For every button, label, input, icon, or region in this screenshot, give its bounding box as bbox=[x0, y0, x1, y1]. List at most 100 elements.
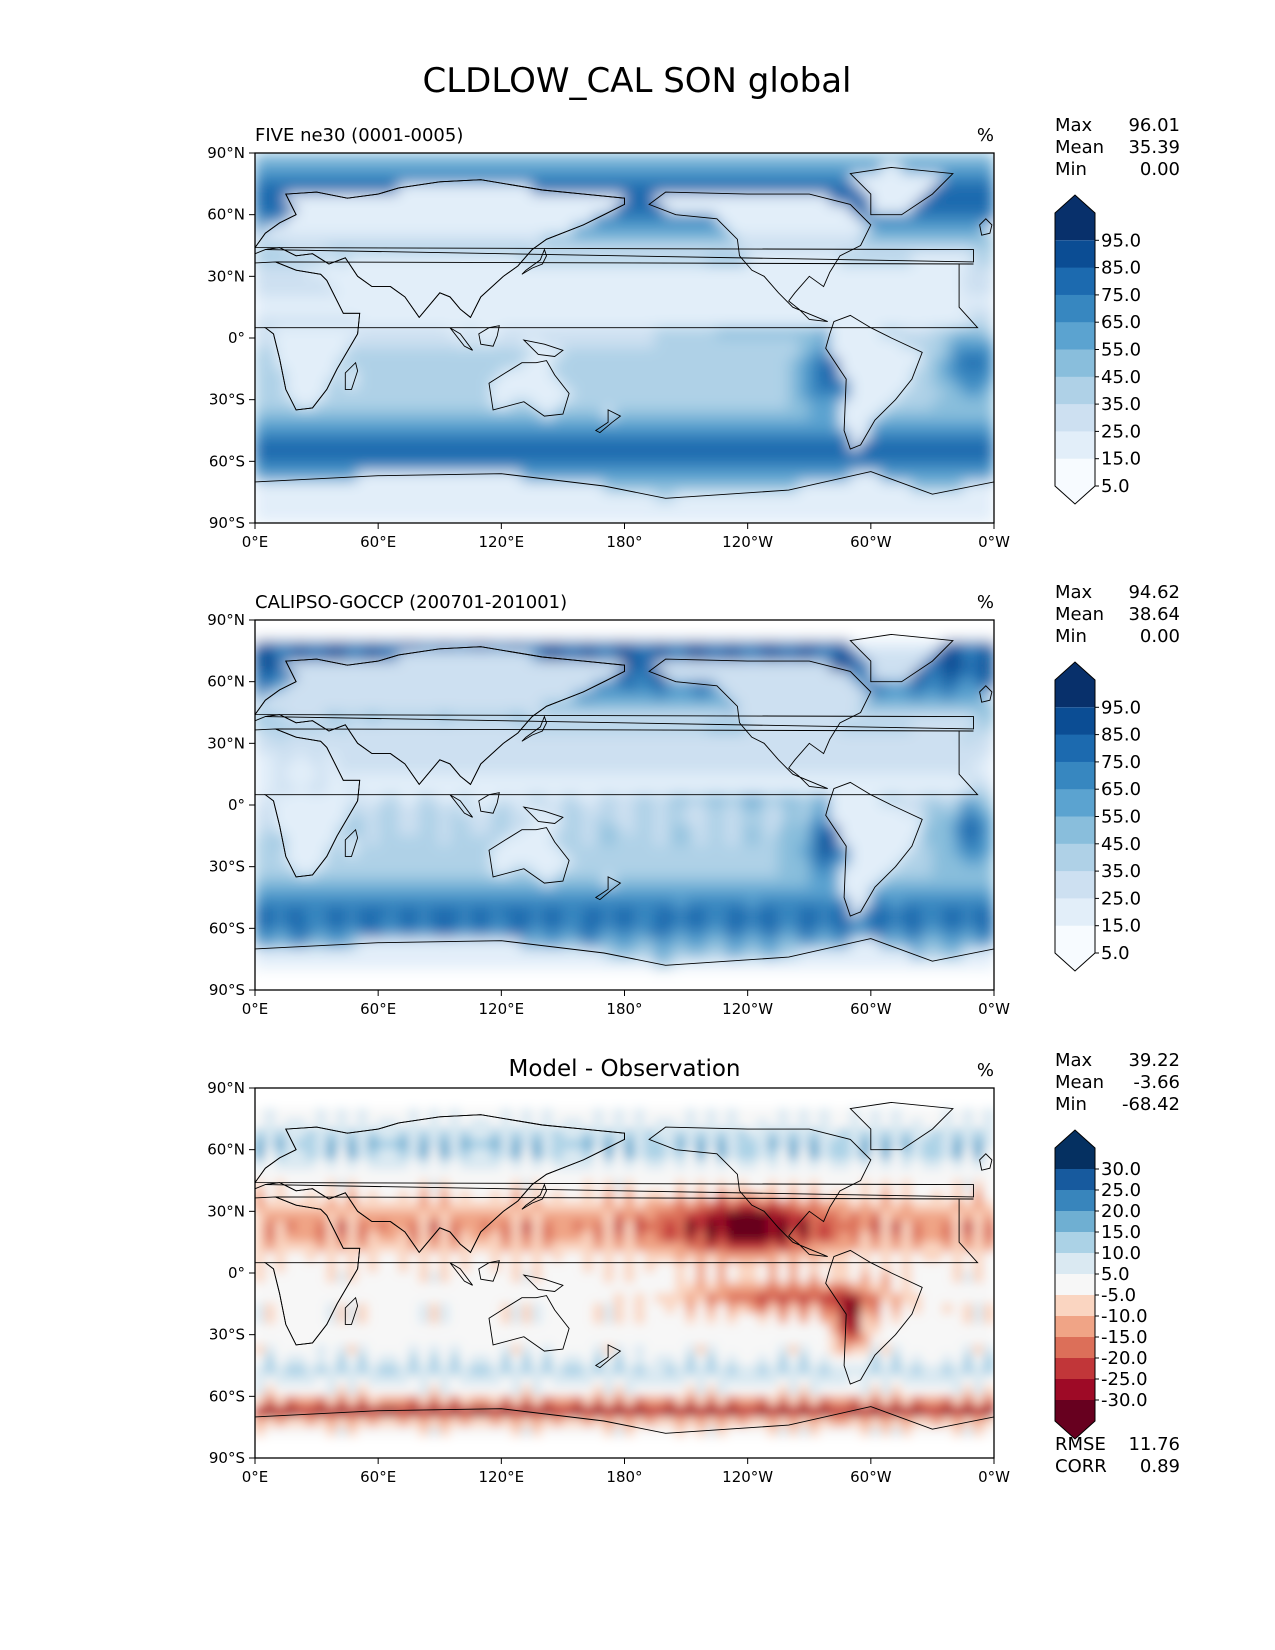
field-cell bbox=[983, 732, 994, 744]
field-cell bbox=[901, 835, 913, 847]
field-cell bbox=[285, 327, 297, 339]
field-cell bbox=[973, 368, 985, 380]
field-cell bbox=[849, 897, 862, 909]
field-cell bbox=[336, 173, 348, 185]
field-cell bbox=[552, 742, 564, 755]
field-cell bbox=[931, 927, 944, 940]
field-cell bbox=[511, 162, 523, 175]
field-cell bbox=[449, 938, 461, 950]
field-cell bbox=[829, 629, 841, 642]
field-cell bbox=[654, 430, 667, 442]
field-cell bbox=[849, 265, 862, 277]
field-cell bbox=[921, 742, 933, 755]
field-cell bbox=[634, 712, 646, 724]
field-cell bbox=[819, 732, 831, 744]
field-cell bbox=[336, 938, 348, 950]
field-cell bbox=[275, 440, 287, 452]
field-cell bbox=[275, 316, 287, 329]
field-cell bbox=[634, 927, 646, 940]
field-cell bbox=[767, 691, 779, 703]
field-cell bbox=[870, 450, 882, 462]
field-cell bbox=[695, 471, 708, 483]
field-cell bbox=[685, 419, 697, 431]
field-cell bbox=[890, 316, 903, 329]
field-cell bbox=[654, 712, 667, 724]
field-cell bbox=[829, 927, 841, 940]
field-cell bbox=[582, 430, 595, 442]
field-cell bbox=[716, 835, 728, 847]
field-cell bbox=[808, 845, 821, 857]
field-cell bbox=[582, 804, 595, 816]
field-cell bbox=[798, 368, 810, 380]
field-cell bbox=[285, 794, 297, 806]
field-cell bbox=[778, 162, 790, 175]
field-cell bbox=[326, 378, 338, 390]
field-cell bbox=[439, 640, 451, 652]
field-cell bbox=[480, 835, 492, 847]
field-cell bbox=[470, 773, 482, 785]
field-cell bbox=[295, 845, 307, 857]
field-cell bbox=[716, 620, 728, 631]
field-cell bbox=[675, 203, 687, 216]
field-cell bbox=[480, 814, 492, 827]
field-cell bbox=[603, 927, 615, 940]
field-cell bbox=[305, 347, 318, 360]
field-cell bbox=[716, 722, 728, 734]
field-cell bbox=[860, 512, 872, 523]
field-cell bbox=[336, 701, 348, 713]
field-cell bbox=[511, 512, 523, 523]
field-cell bbox=[962, 358, 974, 370]
field-cell bbox=[552, 481, 564, 493]
field-cell bbox=[387, 512, 400, 523]
field-cell bbox=[788, 773, 800, 785]
field-cell bbox=[305, 701, 318, 713]
field-cell bbox=[973, 814, 985, 827]
field-cell bbox=[418, 773, 430, 785]
field-cell bbox=[644, 660, 656, 672]
field-cell bbox=[675, 501, 687, 514]
field-cell bbox=[336, 722, 348, 734]
field-cell bbox=[788, 430, 800, 442]
field-cell bbox=[849, 763, 862, 775]
field-cell bbox=[983, 173, 994, 185]
field-cell bbox=[377, 794, 389, 806]
field-cell bbox=[860, 763, 872, 775]
field-cell bbox=[839, 286, 851, 298]
field-cell bbox=[603, 876, 615, 888]
field-cell bbox=[798, 938, 810, 950]
field-cell bbox=[459, 855, 472, 868]
field-cell bbox=[983, 430, 994, 442]
field-cell bbox=[962, 825, 974, 837]
field-cell bbox=[285, 275, 297, 288]
field-cell bbox=[582, 670, 595, 683]
field-cell bbox=[511, 173, 523, 185]
field-cell bbox=[819, 471, 831, 483]
field-cell bbox=[459, 629, 472, 642]
field-cell bbox=[973, 358, 985, 370]
field-cell bbox=[675, 783, 687, 796]
field-cell bbox=[983, 265, 994, 277]
field-cell bbox=[931, 763, 944, 775]
field-cell bbox=[326, 855, 338, 868]
field-cell bbox=[973, 620, 985, 631]
field-cell bbox=[316, 886, 328, 898]
field-cell bbox=[654, 214, 667, 226]
field-cell bbox=[429, 378, 441, 390]
field-cell bbox=[880, 358, 892, 370]
field-cell bbox=[398, 753, 410, 765]
field-cell bbox=[624, 214, 636, 226]
field-cell bbox=[275, 855, 287, 868]
map-cells bbox=[255, 620, 994, 990]
field-cell bbox=[798, 855, 810, 868]
field-cell bbox=[480, 255, 492, 267]
field-cell bbox=[921, 245, 933, 257]
field-cell bbox=[336, 691, 348, 703]
field-cell bbox=[367, 378, 379, 390]
field-cell bbox=[285, 193, 297, 205]
field-cell bbox=[911, 388, 923, 401]
field-cell bbox=[819, 481, 831, 493]
field-cell bbox=[890, 275, 903, 288]
field-cell bbox=[962, 938, 974, 950]
field-cell bbox=[387, 327, 400, 339]
field-cell bbox=[829, 234, 841, 246]
